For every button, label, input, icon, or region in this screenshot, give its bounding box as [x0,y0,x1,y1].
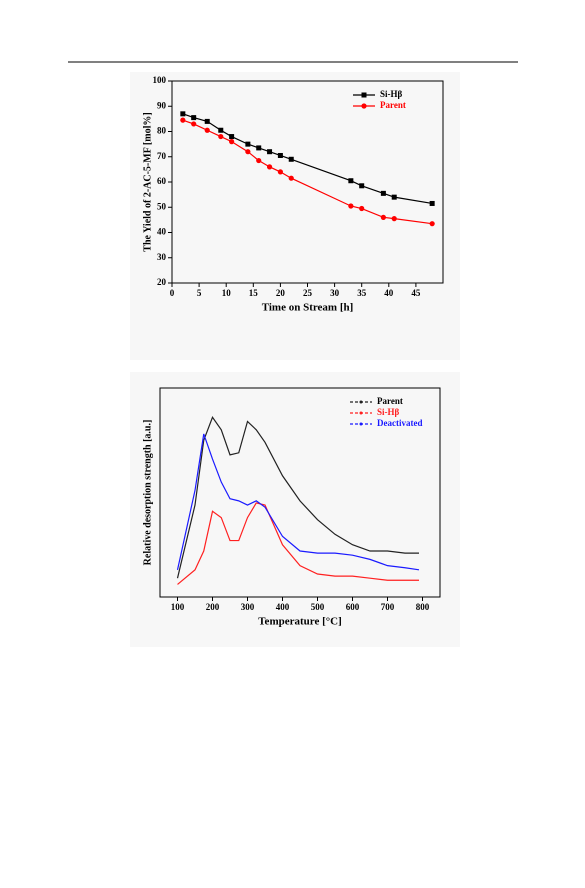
data-point [277,169,283,175]
x-axis-label: Time on Stream [h] [262,302,354,314]
legend-marker [359,411,363,415]
data-point [256,145,262,151]
data-point [180,111,186,117]
x-tick-label: 400 [276,602,290,612]
data-point [204,118,210,124]
y-tick-label: 60 [157,176,167,186]
x-tick-label: 300 [241,602,255,612]
y-axis-label: Relative desorption strength [a.u.] [142,420,153,566]
data-point [359,183,365,189]
data-point [359,205,365,212]
data-point [391,194,397,200]
series-line [177,502,419,585]
data-point [191,121,197,127]
y-tick-label: 90 [157,100,167,110]
data-point [256,157,262,164]
y-tick-label: 30 [157,252,167,262]
data-point [218,127,224,133]
data-point [288,175,294,181]
x-tick-label: 500 [311,602,325,612]
y-tick-label: 20 [157,277,167,287]
legend-marker [361,103,367,109]
data-point [267,149,273,155]
data-point [429,221,435,227]
data-point [429,200,435,206]
legend-label: Parent [377,396,403,406]
x-tick-label: 100 [171,602,185,612]
y-tick-label: 40 [157,227,167,237]
data-point [266,164,273,170]
data-point [348,178,354,184]
x-tick-label: 30 [330,288,340,298]
x-axis-label: Temperature [°C] [258,616,342,628]
data-point [380,214,386,220]
x-tick-label: 200 [206,602,220,612]
legend-label: Si-Hβ [380,89,403,99]
data-point [229,134,235,140]
data-point [348,203,354,209]
figure-background [130,72,460,360]
x-tick-label: 15 [249,288,259,298]
data-point [229,139,235,145]
legend-label: Deactivated [377,418,422,428]
data-point [245,141,251,147]
x-tick-label: 45 [411,288,421,298]
x-tick-label: 10 [222,288,232,298]
legend-marker [361,92,367,98]
y-axis-label: The Yield of 2-AC-5-MF [mol%] [142,112,153,251]
figure-background [130,372,460,647]
data-point [288,156,294,162]
y-tick-label: 70 [157,151,167,161]
x-tick-label: 25 [303,288,313,298]
plot-frame [159,387,441,598]
data-point [204,127,210,133]
y-tick-label: 80 [157,126,167,136]
y-tick-label: 50 [157,201,167,211]
series-line [176,433,420,571]
legend-marker [359,400,363,404]
x-tick-label: 0 [170,288,175,298]
x-tick-label: 700 [381,602,395,612]
x-tick-label: 20 [276,288,286,298]
data-point [245,149,251,155]
legend-label: Parent [380,100,406,110]
data-point [191,115,197,121]
x-tick-label: 600 [346,602,360,612]
legend-marker [359,422,363,426]
data-point [380,190,386,196]
y-tick-label: 100 [153,75,167,85]
series-line [176,415,419,579]
data-point [218,133,224,140]
data-point [391,216,397,222]
data-point [180,117,186,123]
x-tick-label: 800 [416,602,430,612]
legend-label: Si-Hβ [377,407,400,417]
x-tick-label: 35 [357,288,367,298]
data-point [277,152,283,158]
x-tick-label: 40 [384,288,394,298]
x-tick-label: 5 [197,288,202,298]
